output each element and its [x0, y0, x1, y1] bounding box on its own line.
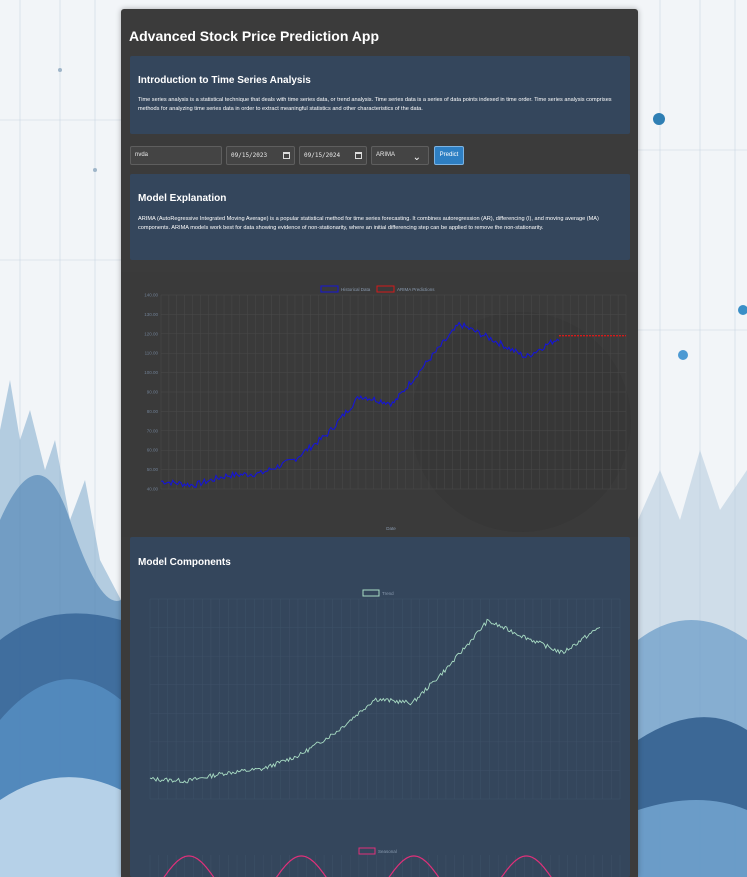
explanation-text: ARIMA (AutoRegressive Integrated Moving …	[138, 215, 622, 233]
legend-label-trend: Trend	[382, 591, 394, 596]
legend-swatch-trend	[363, 590, 379, 596]
y-tick-label: 40.00	[147, 487, 159, 492]
y-tick-label: 80.00	[147, 409, 159, 414]
predict-button[interactable]: Predict	[434, 146, 464, 165]
y-tick-label: 120.00	[144, 331, 158, 336]
y-tick-label: 60.00	[147, 448, 159, 453]
legend-swatch-seasonal	[359, 848, 375, 854]
explanation-card: Model Explanation ARIMA (AutoRegressive …	[130, 174, 630, 260]
series-seasonal-line	[150, 856, 600, 877]
calendar-icon[interactable]	[283, 152, 290, 159]
intro-heading: Introduction to Time Series Analysis	[138, 75, 311, 86]
legend-label-seasonal: Seasonal	[378, 849, 397, 854]
start-date-input[interactable]: 09/15/2023	[226, 146, 295, 165]
explanation-heading: Model Explanation	[138, 193, 226, 204]
model-select[interactable]: ARIMA ⌄	[371, 146, 429, 165]
y-tick-label: 130.00	[144, 312, 158, 317]
trend-legend: Trend	[363, 590, 394, 596]
model-select-value: ARIMA	[376, 152, 395, 158]
seasonal-legend: Seasonal	[359, 848, 397, 854]
intro-card: Introduction to Time Series Analysis Tim…	[130, 56, 630, 134]
y-tick-label: 140.00	[144, 293, 158, 298]
y-tick-label: 70.00	[147, 428, 159, 433]
start-date-value: 09/15/2023	[231, 152, 267, 159]
y-tick-label: 110.00	[145, 351, 159, 356]
ticker-input[interactable]: nvda	[130, 146, 222, 165]
series-trend-line	[150, 619, 600, 782]
end-date-value: 09/15/2024	[304, 152, 340, 159]
components-card: Model Components Trend Seasonal	[130, 537, 630, 877]
controls-bar: nvda 09/15/2023 09/15/2024 ARIMA ⌄ Predi…	[130, 146, 630, 165]
x-axis-label: Date	[386, 526, 396, 531]
y-tick-label: 50.00	[147, 467, 159, 472]
legend-label-prediction: ARIMA Predictions	[397, 287, 435, 292]
end-date-input[interactable]: 09/15/2024	[299, 146, 367, 165]
legend-label-historical: Historical Data	[341, 287, 371, 292]
components-chart: Trend Seasonal	[130, 537, 630, 877]
intro-text: Time series analysis is a statistical te…	[138, 96, 622, 114]
calendar-icon[interactable]	[355, 152, 362, 159]
y-tick-label: 90.00	[147, 390, 159, 395]
chevron-down-icon: ⌄	[413, 149, 421, 166]
app-title: Advanced Stock Price Prediction App	[129, 28, 379, 44]
app-panel: Advanced Stock Price Prediction App Intr…	[121, 9, 638, 877]
prediction-chart: 40.00 50.00 60.00 70.00 80.00 90.00 100.00 110.…	[121, 272, 638, 537]
y-tick-label: 100.00	[144, 370, 158, 375]
